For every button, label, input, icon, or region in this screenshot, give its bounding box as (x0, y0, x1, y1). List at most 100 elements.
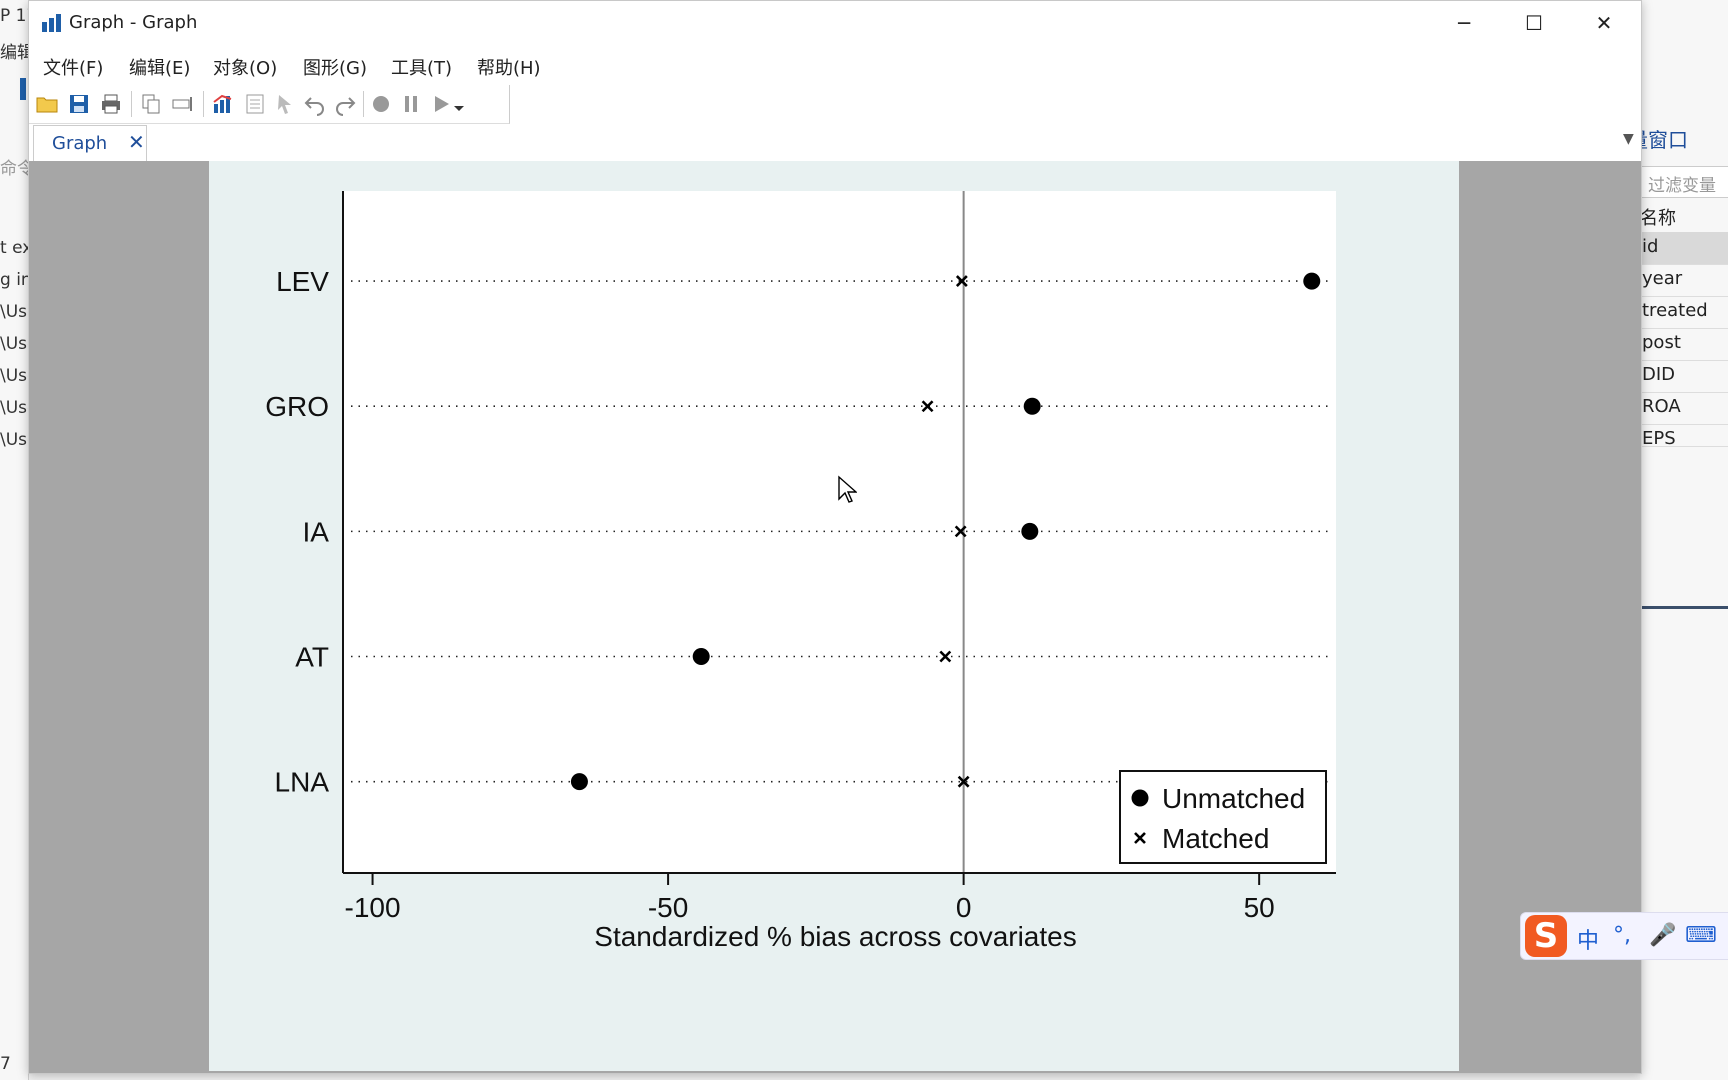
unmatched-marker (692, 648, 710, 666)
play-icon[interactable] (429, 92, 453, 116)
background-left-panel: P 17 编辑 命令 t exe g in \Use \Use \Use \Us… (0, 0, 29, 1080)
tab-close-icon[interactable]: ✕ (128, 130, 145, 154)
variable-name: treated (1642, 300, 1708, 321)
legend-unmatched-marker (1131, 789, 1149, 807)
graph-app-icon (42, 14, 61, 32)
name-header-label: 名称 (1640, 208, 1676, 229)
unmatched-marker (1303, 272, 1321, 290)
tab-graph-label: Graph (52, 133, 108, 154)
title-bar[interactable]: Graph - Graph ─ ☐ ✕ (29, 1, 1641, 45)
maximize-button[interactable]: ☐ (1525, 11, 1543, 35)
category-label: GRO (265, 391, 329, 422)
graph-canvas-area: LEV GRO IA AT LNA -100 -50 0 50 Standardized % bi… (29, 161, 1641, 1073)
variables-name-header[interactable]: 名称 (1640, 200, 1728, 230)
object-browser-icon[interactable] (243, 92, 267, 116)
category-label: IA (303, 516, 330, 547)
matched-marker (957, 775, 970, 788)
bg-left-row: t exe (0, 238, 28, 258)
graph-window: Graph - Graph ─ ☐ ✕ 文件(F) 编辑(E) 对象(O) 图形… (28, 0, 1642, 1074)
panel-divider (1640, 606, 1728, 609)
copy-icon[interactable] (139, 92, 163, 116)
close-button[interactable]: ✕ (1595, 11, 1613, 35)
chevron-down-icon[interactable] (451, 92, 467, 116)
pointer-tool-icon[interactable] (273, 92, 297, 116)
menu-help[interactable]: 帮助(H) (477, 58, 541, 79)
sogou-logo[interactable]: S (1525, 915, 1567, 957)
bg-left-row: \Use (0, 334, 28, 354)
keyboard-icon[interactable]: ⌨ (1685, 923, 1717, 948)
bias-chart: LEV GRO IA AT LNA -100 -50 0 50 Standardized % bi… (265, 191, 1336, 952)
variable-row[interactable]: id (1640, 232, 1728, 265)
variables-filter-input[interactable]: 过滤变量 (1640, 166, 1728, 198)
bg-left-row: \Use (0, 302, 28, 322)
matched-marker (955, 275, 968, 288)
variable-name: post (1642, 332, 1681, 353)
x-tick-label: -50 (648, 892, 688, 923)
x-tick-label: 50 (1244, 892, 1275, 923)
print-icon[interactable] (99, 92, 123, 116)
rename-icon[interactable] (171, 92, 195, 116)
mouse-cursor-icon (838, 475, 857, 503)
toolbar-separator (131, 91, 132, 117)
bg-left-row: 7 (0, 1054, 11, 1074)
variable-name: ROA (1642, 396, 1681, 417)
ime-punctuation-toggle[interactable]: °, (1613, 923, 1631, 948)
legend-unmatched-label: Unmatched (1162, 783, 1305, 814)
undo-icon[interactable] (303, 92, 327, 116)
x-axis-label: Standardized % bias across covariates (594, 921, 1076, 952)
graph-region: LEV GRO IA AT LNA -100 -50 0 50 Standardized % bi… (209, 161, 1459, 1071)
menu-file[interactable]: 文件(F) (43, 58, 104, 79)
ime-toolbar: S 中 °, 🎤 ⌨ (1520, 912, 1728, 960)
bg-left-row: 编辑 (0, 43, 28, 63)
menu-graph[interactable]: 图形(G) (303, 58, 367, 79)
unmatched-marker (1021, 522, 1039, 540)
variable-name: year (1642, 268, 1683, 289)
variable-row[interactable]: treated (1640, 296, 1728, 329)
open-folder-icon[interactable] (35, 92, 59, 116)
bg-left-row: 命令 (0, 159, 28, 179)
save-icon[interactable] (67, 92, 91, 116)
window-title: Graph - Graph (69, 12, 198, 33)
variable-name: EPS (1642, 428, 1676, 447)
variable-name: DID (1642, 364, 1676, 385)
variable-row[interactable]: ROA (1640, 392, 1728, 425)
category-label: LNA (275, 767, 330, 798)
variable-row[interactable]: DID (1640, 360, 1728, 393)
record-icon[interactable] (369, 92, 393, 116)
bg-left-row: \Use (0, 398, 28, 418)
variable-row[interactable]: year (1640, 264, 1728, 297)
bg-left-row: g in (0, 270, 28, 290)
toolbar-separator (203, 91, 204, 117)
menu-object[interactable]: 对象(O) (213, 58, 278, 79)
x-tick-label: 0 (956, 892, 972, 923)
legend-box (1119, 770, 1327, 864)
variable-name: id (1642, 236, 1659, 257)
matched-marker (939, 650, 952, 663)
tab-graph[interactable]: Graph ✕ (33, 125, 147, 164)
menu-bar: 文件(F) 编辑(E) 对象(O) 图形(G) 工具(T) 帮助(H) (29, 45, 1641, 83)
variable-row[interactable]: EPS (1640, 424, 1728, 447)
unmatched-marker (1023, 397, 1041, 415)
bg-toolbar-icon (20, 78, 26, 100)
matched-marker (954, 525, 967, 538)
microphone-icon[interactable]: 🎤 (1649, 923, 1677, 948)
menu-edit[interactable]: 编辑(E) (129, 58, 191, 79)
tab-bar: Graph ✕ ▼ (29, 125, 1641, 164)
category-label: AT (295, 642, 329, 673)
minimize-button[interactable]: ─ (1457, 11, 1471, 35)
unmatched-marker (570, 773, 588, 791)
redo-icon[interactable] (333, 92, 357, 116)
tab-dropdown-icon[interactable]: ▼ (1623, 131, 1634, 147)
bg-left-row: \Use (0, 366, 28, 386)
pause-icon[interactable] (399, 92, 423, 116)
legend-matched-label: Matched (1162, 823, 1269, 854)
matched-marker (921, 400, 934, 413)
toolbar (29, 85, 510, 124)
menu-tools[interactable]: 工具(T) (391, 58, 453, 79)
filter-placeholder: 过滤变量 (1648, 176, 1716, 196)
variable-row[interactable]: post (1640, 328, 1728, 361)
legend-matched-marker (1134, 832, 1146, 844)
graph-editor-icon[interactable] (211, 92, 235, 116)
ime-language-toggle[interactable]: 中 (1577, 929, 1600, 954)
bg-left-row: P 17 (0, 6, 28, 26)
